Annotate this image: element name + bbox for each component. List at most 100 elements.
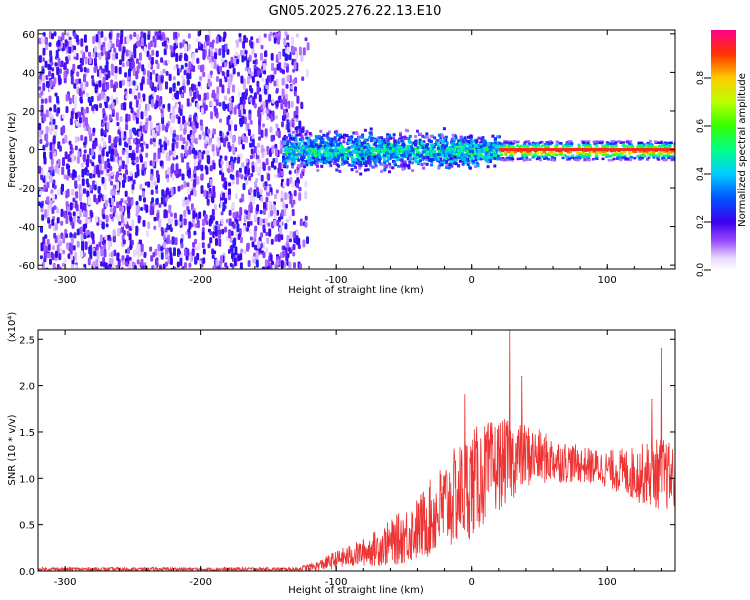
spectrogram-cell: [41, 214, 45, 221]
spectrogram-cell: [158, 99, 162, 107]
spectrogram-cell: [464, 153, 468, 157]
spectrogram-cell: [279, 148, 283, 155]
spectrogram-cell: [205, 136, 209, 142]
spectrogram-cell: [209, 230, 213, 236]
spectrogram-cell: [473, 153, 477, 157]
spectrogram-cell: [143, 253, 147, 259]
spectrogram-cell: [623, 146, 627, 149]
spectrogram-cell: [137, 215, 141, 224]
spectrogram-cell: [584, 143, 588, 146]
spectrogram-cell: [79, 82, 83, 91]
spectrogram-cell: [345, 149, 349, 153]
spectrogram-cell: [73, 49, 77, 57]
spectrogram-cell: [176, 261, 180, 268]
spectrogram-cell: [136, 168, 140, 177]
spectrogram-cell: [198, 152, 202, 161]
spectrogram-cell: [487, 143, 491, 147]
spectrogram-cell: [248, 229, 252, 235]
spectrogram-cell: [346, 157, 349, 161]
spectrogram-cell: [183, 180, 187, 188]
spectrogram-cell: [112, 53, 116, 61]
spectrogram-cell: [359, 172, 363, 176]
spectrogram-cell: [235, 170, 239, 178]
spectrogram-cell: [94, 215, 98, 223]
spectrogram-cell: [72, 197, 76, 203]
spectrogram-cell: [253, 189, 257, 197]
spectrogram-cell: [179, 257, 183, 267]
spectrogram-cell: [630, 146, 634, 150]
spectrogram-cell: [413, 153, 417, 157]
spectrogram-cell: [337, 149, 341, 153]
spectrogram-cell: [293, 61, 297, 70]
spectrogram-cell: [210, 61, 214, 68]
spectrogram-cell: [221, 267, 225, 269]
spectrogram-cell: [475, 139, 479, 143]
spectrogram-cell: [606, 145, 610, 149]
spectrogram-cell: [67, 164, 71, 169]
spectrogram-cell: [193, 158, 197, 167]
spectrogram-cell: [601, 157, 605, 161]
spectrogram-cell: [663, 150, 666, 154]
spectrogram-cell: [458, 141, 462, 145]
spectrogram-cell: [287, 247, 291, 252]
spectrogram-cell: [46, 253, 50, 259]
spectrogram-cell: [153, 225, 157, 231]
spectrogram-cell: [103, 93, 107, 102]
spectrogram-cell: [140, 82, 144, 91]
spectrogram-cell: [186, 79, 190, 86]
spectrogram-cell: [217, 265, 221, 269]
spectrogram-cell: [651, 150, 655, 154]
spectrogram-cell: [59, 248, 63, 254]
spectrogram-cell: [245, 158, 249, 163]
spectrogram-cell: [400, 141, 404, 145]
spectrogram-cell: [151, 197, 155, 203]
spectrogram-cell: [535, 157, 539, 161]
spectrogram-cell: [89, 209, 93, 217]
spectrogram-cell: [91, 148, 94, 157]
spectrogram-cell: [74, 251, 78, 261]
spectrogram-cell: [292, 199, 296, 205]
spectrogram-cell: [202, 248, 206, 255]
spectrogram-cell: [289, 230, 293, 239]
spectrogram-cell: [276, 63, 280, 71]
spectrogram-cell: [601, 145, 605, 148]
spectrogram-cell: [265, 231, 269, 236]
colorbar-tick-label: 0.8: [696, 71, 706, 86]
spectrogram-cell: [115, 52, 119, 60]
spectrogram-cell: [338, 133, 342, 137]
spectrogram-cell: [71, 153, 75, 163]
spectrogram-cell: [161, 115, 165, 125]
spectrogram-cell: [40, 104, 44, 113]
spectrogram-cell: [249, 97, 253, 103]
spectrogram-cell: [414, 158, 417, 162]
spectrogram-cell: [73, 45, 77, 52]
spectrogram-cell: [313, 141, 317, 145]
spectrogram-cell: [186, 72, 190, 80]
spectrogram-cell: [184, 150, 188, 157]
spectrogram-cell: [93, 184, 97, 191]
spectrogram-cell: [545, 145, 549, 148]
spectrogram-cell: [587, 140, 591, 143]
spectrogram-cell: [209, 165, 213, 172]
spectrogram-cell: [53, 232, 57, 239]
spectrogram-cell: [230, 230, 234, 236]
spectrogram-cell: [376, 138, 380, 141]
spectrogram-cell: [442, 136, 446, 140]
spectrogram-cell: [575, 155, 579, 158]
spectrogram-cell: [71, 188, 75, 196]
spectrogram-cell: [281, 209, 284, 217]
spectrogram-cell: [494, 144, 498, 148]
spectrogram-cell: [525, 156, 529, 159]
spectrogram-cell: [595, 144, 599, 147]
spectrogram-cell: [563, 153, 567, 157]
spectrogram-cell: [131, 88, 135, 97]
spectrogram-cell: [451, 133, 455, 137]
spectrogram-cell: [87, 196, 91, 206]
spectrogram-cell: [212, 265, 216, 269]
spectrogram-cell: [443, 146, 446, 150]
spectrogram-cell: [500, 158, 504, 161]
spectrogram-cell: [288, 170, 292, 175]
spectrogram-cell: [200, 107, 204, 115]
spectrogram-cell: [538, 141, 542, 144]
spectrogram-cell: [301, 139, 305, 143]
